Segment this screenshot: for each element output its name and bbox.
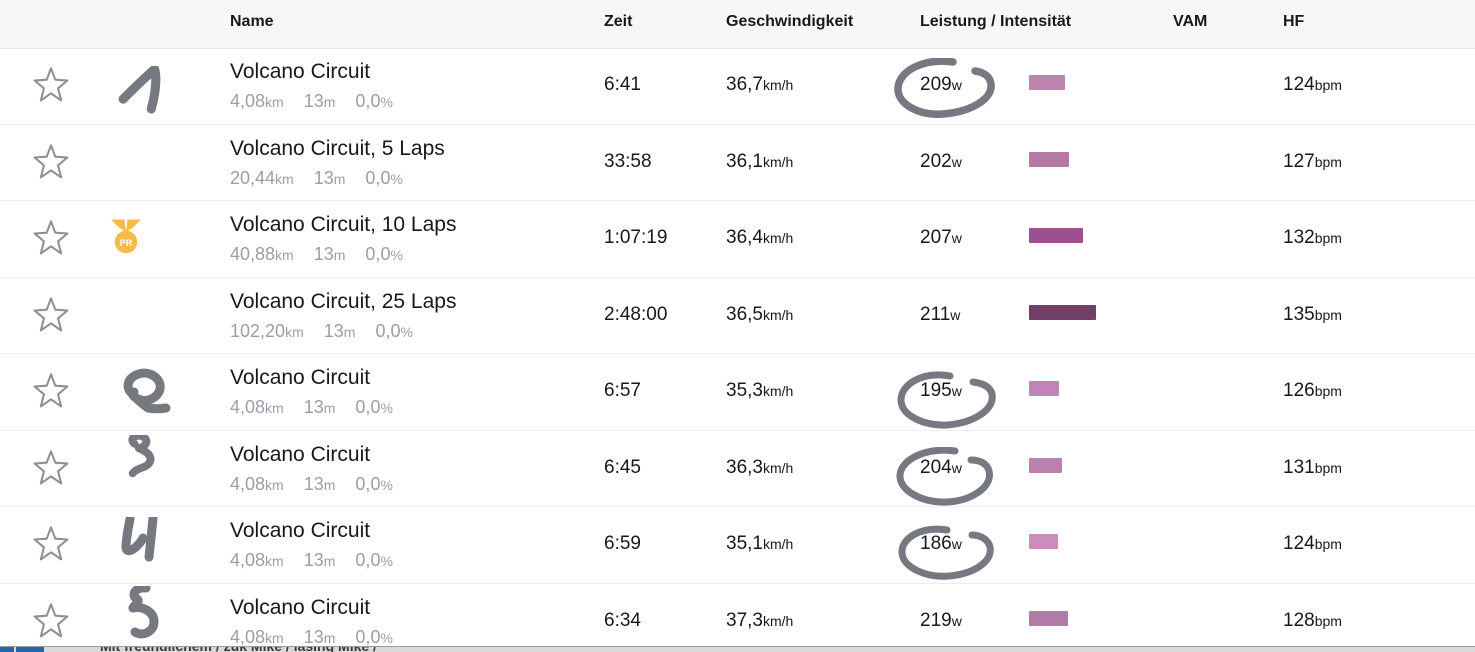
- svg-text:PR: PR: [120, 238, 133, 248]
